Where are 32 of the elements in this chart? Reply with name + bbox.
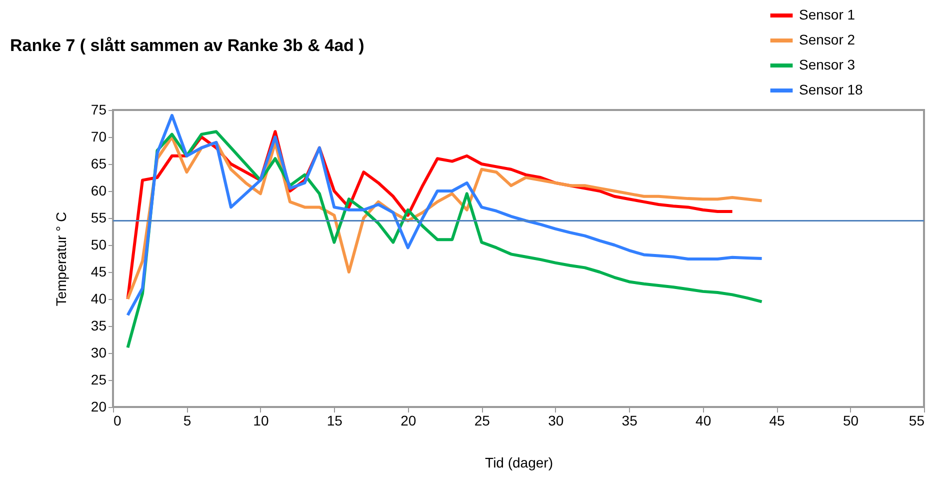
x-tick-label: 25 xyxy=(474,412,490,428)
y-tick-label: 40 xyxy=(90,290,107,306)
y-axis-title: Temperatur ° C xyxy=(52,212,69,306)
x-tick-label: 30 xyxy=(548,412,564,428)
x-tick-label: 40 xyxy=(696,412,712,428)
x-axis-title: Tid (dager) xyxy=(485,454,553,470)
legend-label: Sensor 1 xyxy=(799,6,856,22)
y-tick-label: 70 xyxy=(90,128,107,144)
x-tick-label: 0 xyxy=(114,412,122,428)
x-tick-label: 20 xyxy=(400,412,416,428)
x-tick-label: 15 xyxy=(326,412,343,428)
y-tick-label: 45 xyxy=(90,264,107,280)
y-tick-label: 50 xyxy=(90,236,107,252)
y-tick-label: 35 xyxy=(90,318,107,334)
y-tick-label: 25 xyxy=(90,372,107,388)
x-tick-label: 35 xyxy=(622,412,638,428)
legend-label: Sensor 2 xyxy=(799,32,856,48)
y-tick-label: 60 xyxy=(90,182,107,198)
x-tick-label: 45 xyxy=(769,412,786,428)
x-tick-label: 5 xyxy=(183,412,192,428)
y-tick-label: 20 xyxy=(90,398,107,414)
x-tick-label: 50 xyxy=(842,412,859,428)
y-tick-label: 75 xyxy=(90,102,107,118)
legend-label: Sensor 3 xyxy=(799,56,856,72)
x-tick-label: 55 xyxy=(908,412,925,428)
x-tick-label: 10 xyxy=(253,412,269,428)
chart-title: Ranke 7 ( slått sammen av Ranke 3b & 4ad ) xyxy=(10,36,364,55)
y-tick-label: 65 xyxy=(90,156,107,172)
y-tick-label: 30 xyxy=(90,344,107,360)
line-series xyxy=(126,114,764,317)
legend-label: Sensor 18 xyxy=(799,82,864,98)
y-tick-label: 55 xyxy=(90,210,107,226)
